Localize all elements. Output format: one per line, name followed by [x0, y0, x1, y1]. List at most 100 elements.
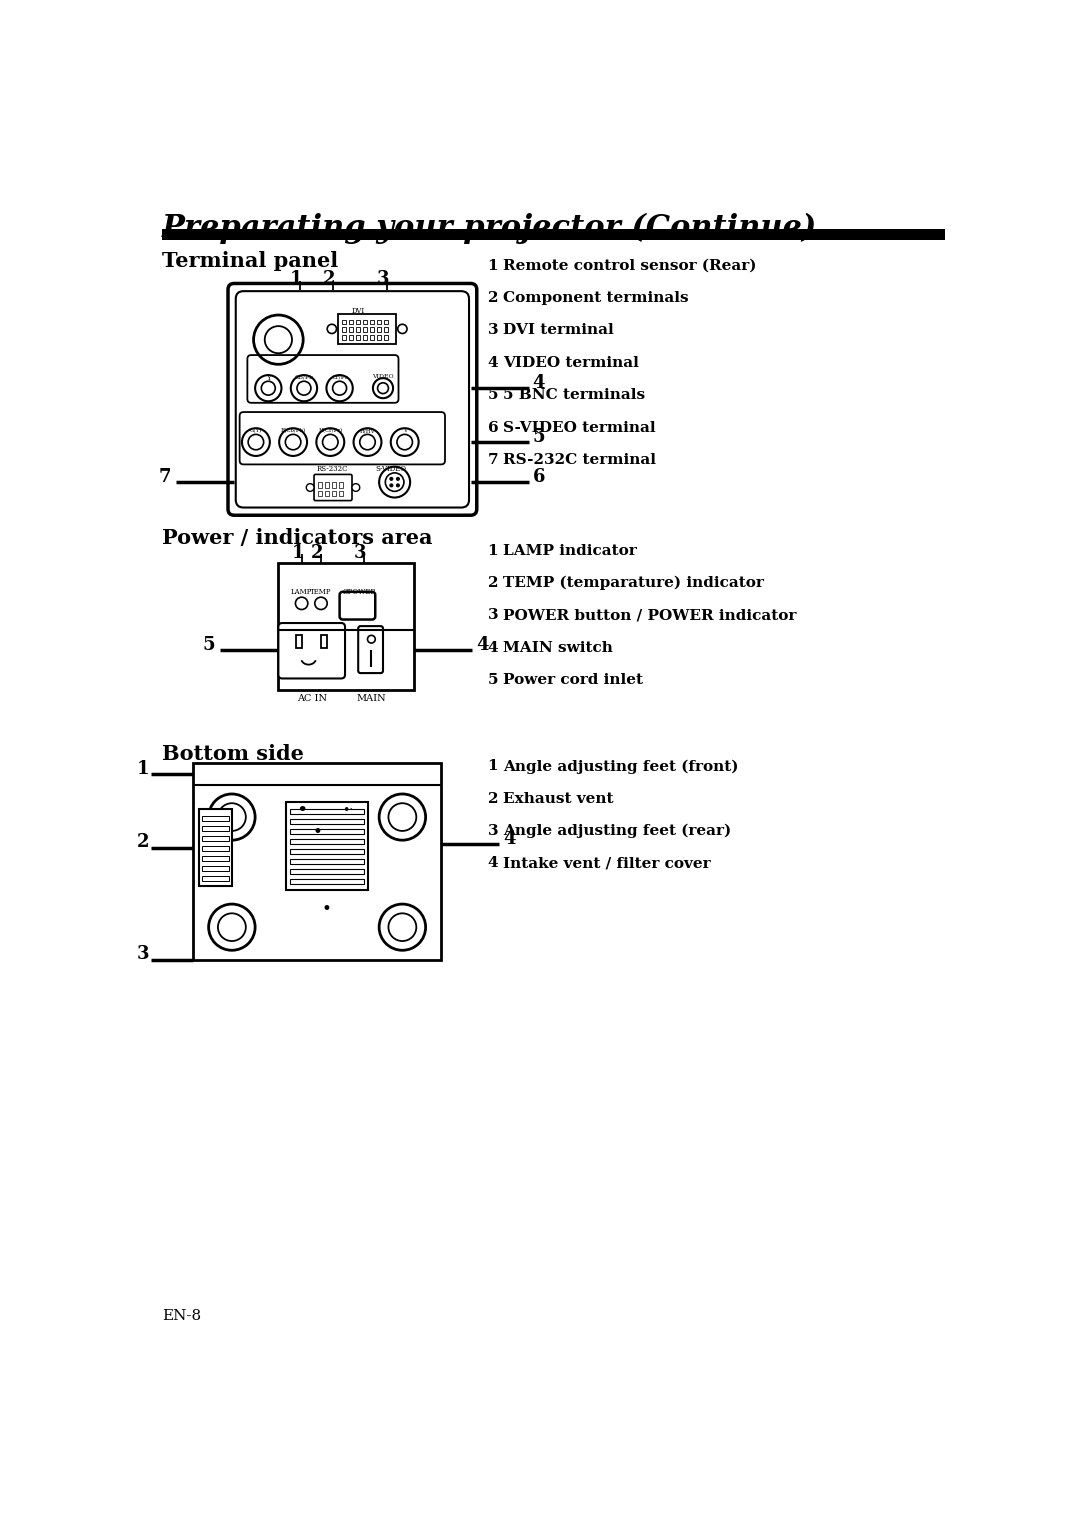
Text: 4: 4: [488, 356, 498, 370]
Circle shape: [373, 377, 393, 399]
FancyBboxPatch shape: [279, 623, 345, 678]
Text: H/HV: H/HV: [360, 428, 376, 434]
Circle shape: [379, 795, 426, 840]
Bar: [369, 319, 374, 324]
Circle shape: [208, 905, 255, 950]
Circle shape: [397, 324, 407, 333]
Text: •: •: [322, 902, 332, 918]
Circle shape: [396, 484, 400, 487]
Circle shape: [279, 428, 307, 455]
Bar: [338, 315, 396, 344]
Bar: [339, 483, 342, 487]
Text: Power cord inlet: Power cord inlet: [503, 672, 643, 688]
Text: 2: 2: [488, 292, 498, 306]
Text: POWER button / POWER indicator: POWER button / POWER indicator: [503, 608, 797, 622]
Text: MAIN: MAIN: [356, 694, 387, 703]
Circle shape: [386, 472, 404, 492]
Text: 4: 4: [476, 636, 488, 654]
Circle shape: [396, 477, 400, 480]
Text: H(Cr/Pr): H(Cr/Pr): [319, 428, 342, 434]
Circle shape: [397, 434, 413, 449]
Text: TEMP (temparature) indicator: TEMP (temparature) indicator: [503, 576, 764, 590]
Text: •·: •·: [342, 804, 354, 817]
Text: Cb/Pb: Cb/Pb: [295, 374, 313, 379]
Text: 4: 4: [488, 856, 498, 871]
Circle shape: [265, 325, 292, 353]
Text: 1: 1: [488, 759, 498, 773]
Bar: [202, 876, 229, 882]
Text: 4: 4: [488, 640, 498, 654]
Bar: [325, 490, 328, 497]
Text: S-VIDEO: S-VIDEO: [375, 465, 406, 474]
Text: AC IN: AC IN: [297, 694, 327, 703]
Text: Angle adjusting feet (front): Angle adjusting feet (front): [503, 759, 739, 773]
Circle shape: [254, 315, 303, 364]
Circle shape: [360, 434, 375, 449]
Text: V: V: [403, 428, 407, 434]
Bar: [296, 634, 302, 648]
Bar: [202, 845, 229, 851]
Bar: [279, 562, 414, 691]
FancyBboxPatch shape: [235, 292, 469, 507]
Text: 3: 3: [353, 544, 366, 562]
Bar: [202, 865, 229, 871]
Bar: [291, 808, 364, 814]
Circle shape: [390, 484, 393, 487]
Circle shape: [316, 428, 345, 455]
Bar: [286, 802, 367, 891]
Bar: [162, 229, 945, 240]
Bar: [349, 335, 353, 339]
Text: 7: 7: [158, 468, 171, 486]
Bar: [383, 327, 388, 332]
Bar: [342, 319, 346, 324]
Text: 1: 1: [488, 544, 498, 558]
Text: 2: 2: [323, 270, 335, 289]
Bar: [291, 879, 364, 885]
Bar: [349, 327, 353, 332]
Circle shape: [314, 597, 327, 610]
Text: 1: 1: [488, 258, 498, 274]
Text: 3: 3: [136, 946, 149, 963]
Text: Cr/Pr: Cr/Pr: [332, 374, 348, 379]
Circle shape: [333, 382, 347, 396]
Bar: [202, 816, 229, 821]
Text: VIDEO: VIDEO: [373, 374, 394, 379]
Text: Angle adjusting feet (rear): Angle adjusting feet (rear): [503, 824, 731, 839]
Bar: [291, 839, 364, 843]
Bar: [363, 327, 367, 332]
Circle shape: [389, 914, 416, 941]
Text: 1: 1: [136, 759, 149, 778]
Text: 4: 4: [503, 830, 515, 848]
Text: DVI: DVI: [352, 307, 365, 315]
Circle shape: [208, 795, 255, 840]
Text: Terminal panel: Terminal panel: [162, 251, 338, 270]
Bar: [342, 327, 346, 332]
Bar: [202, 836, 229, 840]
Bar: [325, 483, 328, 487]
Bar: [193, 762, 441, 960]
Circle shape: [379, 905, 426, 950]
Text: 4: 4: [532, 374, 545, 391]
Bar: [383, 335, 388, 339]
Text: 3: 3: [488, 324, 498, 338]
Text: MAIN switch: MAIN switch: [503, 640, 613, 654]
Text: •: •: [312, 824, 322, 840]
Text: 5: 5: [488, 388, 498, 402]
Circle shape: [296, 597, 308, 610]
Text: B(Cb/Pb): B(Cb/Pb): [281, 428, 306, 434]
Text: RS-232C: RS-232C: [316, 465, 349, 474]
Text: DVI terminal: DVI terminal: [503, 324, 613, 338]
Circle shape: [378, 384, 389, 394]
Text: 3: 3: [488, 824, 498, 837]
Text: 2: 2: [311, 544, 323, 562]
Circle shape: [218, 914, 246, 941]
Text: Bottom side: Bottom side: [162, 744, 303, 764]
Text: Remote control sensor (Rear): Remote control sensor (Rear): [503, 258, 757, 274]
Bar: [318, 483, 322, 487]
Bar: [291, 828, 364, 834]
Text: 2: 2: [488, 576, 498, 590]
Text: RS-232C terminal: RS-232C terminal: [503, 452, 657, 468]
Bar: [363, 335, 367, 339]
Bar: [377, 319, 380, 324]
Bar: [363, 319, 367, 324]
